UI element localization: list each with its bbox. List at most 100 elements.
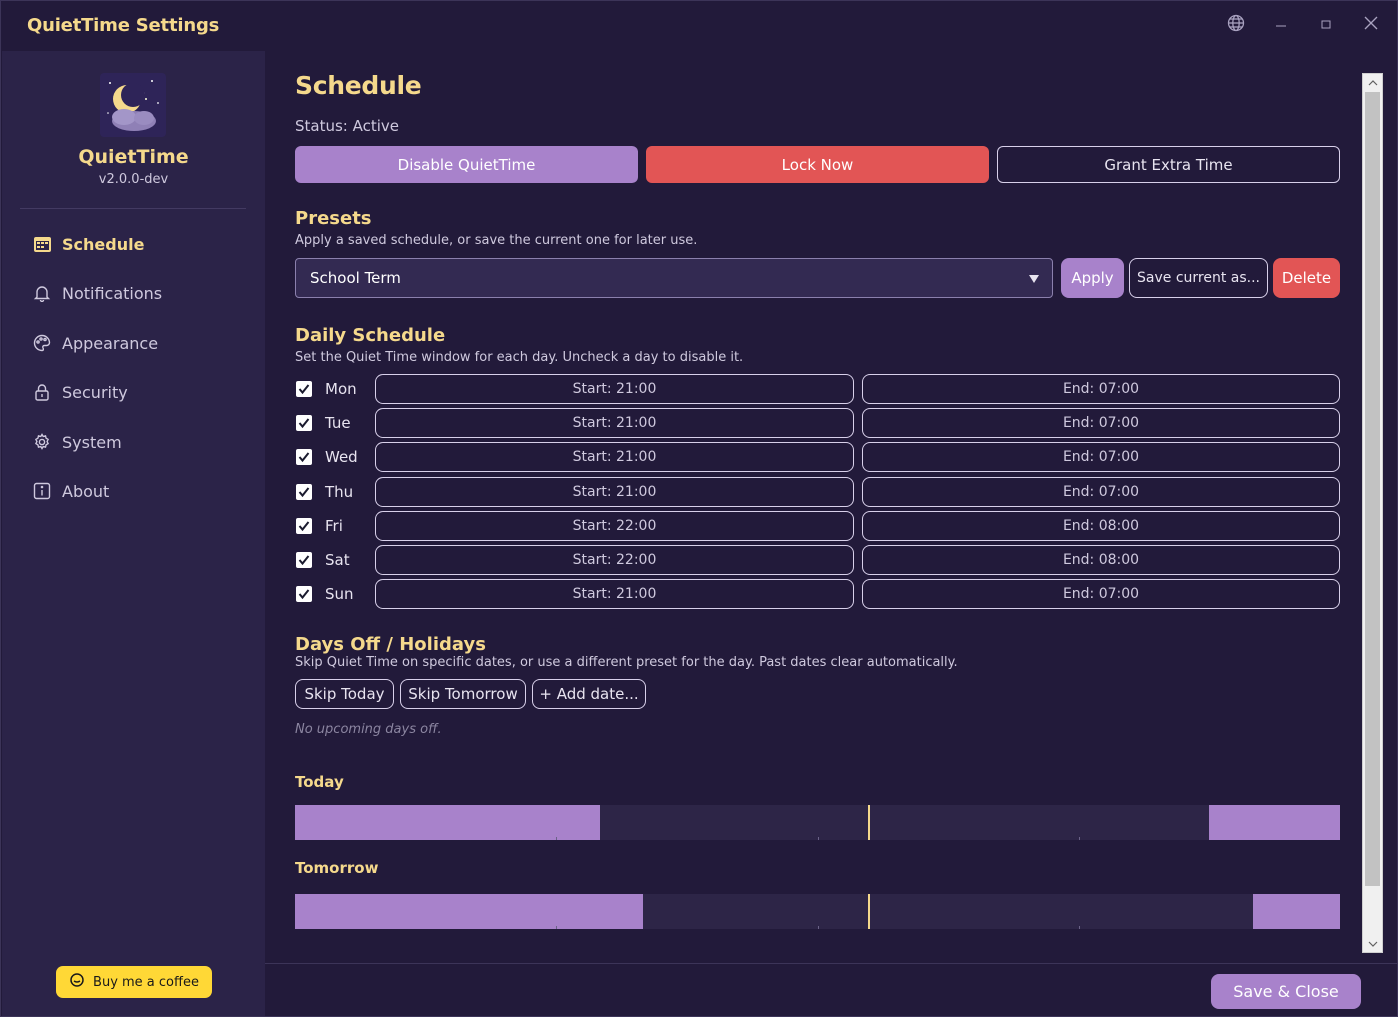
sidebar-item-label: About [62,481,110,501]
dropdown-arrow-icon [1028,272,1040,288]
app-logo [100,73,166,137]
skip-tomorrow-button[interactable]: Skip Tomorrow [400,679,526,709]
delete-preset-button[interactable]: Delete [1273,258,1340,298]
day-label: Tue [325,414,351,432]
start-time-field[interactable]: Start: 21:00 [375,579,854,609]
no-days-off-note: No upcoming days off. [295,722,442,737]
buy-me-a-coffee-button[interactable]: Buy me a coffee [56,966,212,998]
save-close-button[interactable]: Save & Close [1211,974,1361,1009]
tomorrow-timeline [295,894,1340,929]
quiet-period-morning [295,894,643,929]
start-time-field[interactable]: Start: 22:00 [375,511,854,541]
daily-schedule-heading: Daily Schedule [295,325,446,346]
app-version: v2.0.0-dev [98,172,169,187]
end-time-field[interactable]: End: 07:00 [862,408,1340,438]
sidebar-item-system[interactable]: System [32,427,122,457]
day-checkbox[interactable] [296,449,312,465]
end-time-field[interactable]: End: 08:00 [862,511,1340,541]
day-row: Sat Start: 22:00 End: 08:00 [295,545,1340,575]
sidebar-item-about[interactable]: About [32,476,109,506]
end-time-field[interactable]: End: 07:00 [862,477,1340,507]
day-row: Tue Start: 21:00 End: 07:00 [295,408,1340,438]
day-checkbox[interactable] [296,484,312,500]
day-checkbox[interactable] [296,381,312,397]
timeline-tick [818,926,819,929]
day-row: Fri Start: 22:00 End: 08:00 [295,511,1340,541]
sidebar-item-label: Schedule [62,234,145,254]
preset-select-value: School Term [310,269,401,287]
scroll-up-arrow-icon[interactable] [1363,74,1382,91]
window-title: QuietTime Settings [27,15,220,36]
current-time-marker [868,805,870,840]
day-checkbox[interactable] [296,586,312,602]
start-time-field[interactable]: Start: 21:00 [375,408,854,438]
quiet-period-evening [1209,805,1340,840]
sidebar-item-security[interactable]: Security [32,377,128,407]
preset-select[interactable]: School Term [295,258,1053,298]
day-checkbox[interactable] [296,552,312,568]
day-label: Sat [325,551,350,569]
page-title: Schedule [295,71,422,100]
scrollbar-thumb[interactable] [1365,92,1380,886]
end-time-field[interactable]: End: 08:00 [862,545,1340,575]
day-label: Mon [325,380,357,398]
day-checkbox[interactable] [296,415,312,431]
status-text: Status: Active [295,117,400,135]
checkmark-icon [298,589,310,600]
sidebar-item-notifications[interactable]: Notifications [32,278,162,308]
day-row: Mon Start: 21:00 End: 07:00 [295,374,1340,404]
day-label: Wed [325,448,358,466]
end-time-field[interactable]: End: 07:00 [862,442,1340,472]
days-off-description: Skip Quiet Time on specific dates, or us… [295,655,958,670]
checkmark-icon [298,487,310,498]
vertical-scrollbar[interactable] [1362,73,1383,953]
sidebar-item-label: Notifications [62,283,163,303]
tomorrow-timeline-label: Tomorrow [295,859,379,877]
footer-bar: Save & Close [265,963,1398,1017]
quiet-period-morning [295,805,600,840]
start-time-field[interactable]: Start: 21:00 [375,442,854,472]
start-time-field[interactable]: Start: 21:00 [375,477,854,507]
globe-icon [1227,14,1245,36]
disable-quiettime-button[interactable]: Disable QuietTime [295,146,638,183]
daily-schedule-description: Set the Quiet Time window for each day. … [295,350,744,365]
lock-now-button[interactable]: Lock Now [646,146,989,183]
grant-extra-time-button[interactable]: Grant Extra Time [997,146,1340,183]
day-row: Sun Start: 21:00 End: 07:00 [295,579,1340,609]
checkmark-icon [298,418,310,429]
day-row: Thu Start: 21:00 End: 07:00 [295,477,1340,507]
main-content: Schedule Status: Active Disable QuietTim… [265,51,1398,963]
sidebar-divider [20,208,246,209]
apply-preset-button[interactable]: Apply [1061,258,1124,298]
add-date-button[interactable]: + Add date... [532,679,646,709]
sidebar-item-schedule[interactable]: Schedule [32,229,144,259]
scroll-down-arrow-icon[interactable] [1363,935,1382,952]
maximize-button[interactable] [1309,10,1343,40]
language-button[interactable] [1219,10,1253,40]
info-icon [32,481,52,501]
day-label: Thu [325,483,354,501]
start-time-field[interactable]: Start: 22:00 [375,545,854,575]
minimize-icon [1275,17,1287,33]
close-button[interactable] [1354,10,1388,40]
sidebar-item-appearance[interactable]: Appearance [32,328,158,358]
current-time-marker [868,894,870,929]
end-time-field[interactable]: End: 07:00 [862,374,1340,404]
minimize-button[interactable] [1264,10,1298,40]
sidebar-item-label: Security [62,382,128,402]
today-timeline [295,805,1340,840]
calendar-icon [32,234,52,254]
checkmark-icon [298,555,310,566]
end-time-field[interactable]: End: 07:00 [862,579,1340,609]
maximize-icon [1320,17,1332,33]
skip-today-button[interactable]: Skip Today [295,679,394,709]
bell-icon [32,283,52,303]
sidebar-item-label: System [62,432,122,452]
day-checkbox[interactable] [296,518,312,534]
day-label: Sun [325,585,354,603]
save-preset-button[interactable]: Save current as... [1129,258,1268,298]
start-time-field[interactable]: Start: 21:00 [375,374,854,404]
presets-heading: Presets [295,208,372,229]
gear-icon [32,432,52,452]
title-bar: QuietTime Settings [0,0,1398,51]
